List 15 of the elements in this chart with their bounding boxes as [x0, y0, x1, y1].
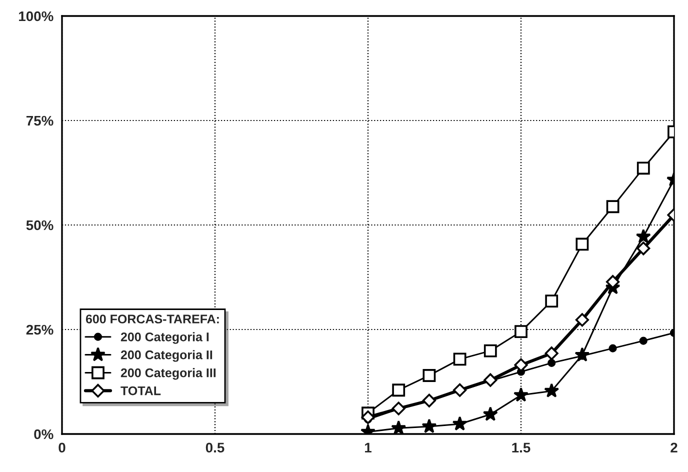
x-tick-label: 0.5	[206, 442, 224, 453]
legend-label: TOTAL	[120, 386, 161, 396]
legend-label: 200 Categoria II	[120, 350, 212, 362]
x-tick-label: 2	[670, 442, 678, 452]
y-tick-label: 50%	[26, 220, 54, 230]
y-tick-label: 75%	[26, 116, 54, 126]
x-tick-label: 1.5	[512, 442, 530, 453]
legend-title: 600 FORCAS-TAREFA:	[86, 314, 219, 324]
y-tick-label: 100%	[19, 11, 54, 22]
x-tick-label: 0	[58, 442, 66, 453]
y-tick-label: 0%	[34, 429, 54, 440]
y-tick-label: 25%	[26, 324, 54, 335]
x-tick-label: 1	[365, 442, 372, 452]
legend-label: 200 Categoria III	[120, 368, 216, 380]
legend-label: 200 Categoria I	[120, 332, 209, 344]
